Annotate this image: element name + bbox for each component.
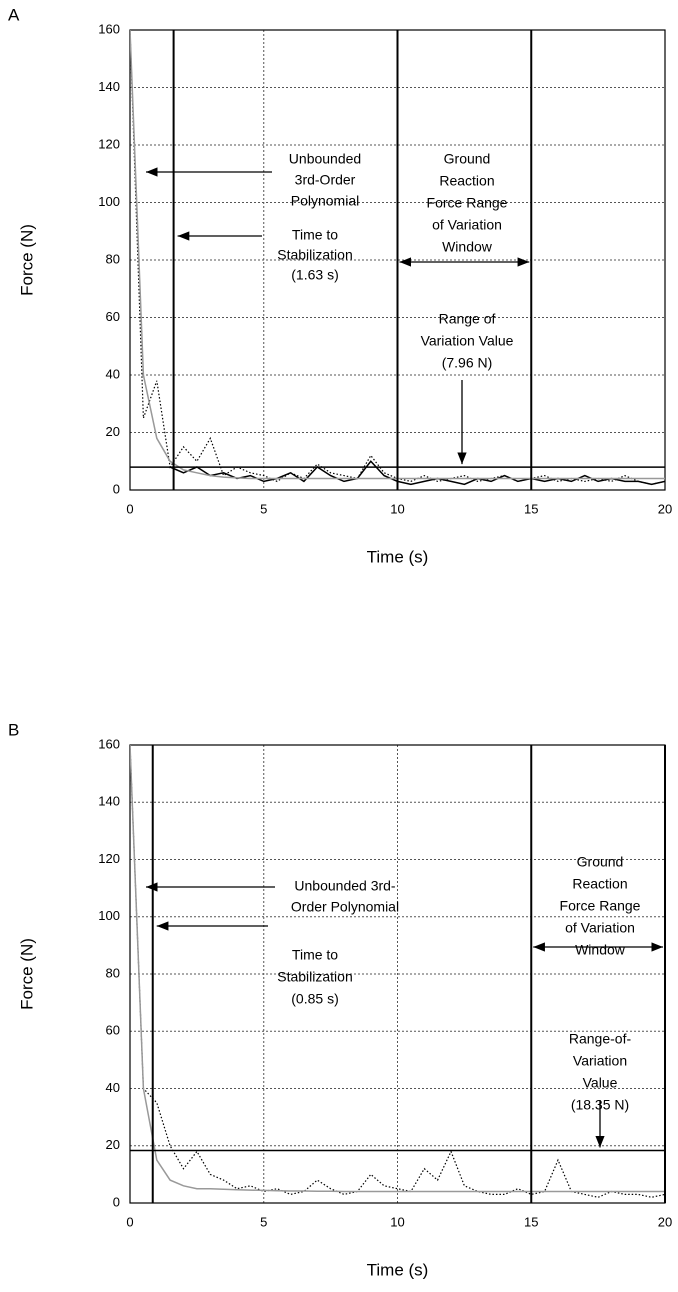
annotation-text: Force Range (560, 898, 641, 914)
y-tick-label: 160 (98, 21, 120, 36)
y-tick-label: 20 (106, 1137, 120, 1152)
annotation-text: Time to (292, 947, 338, 963)
y-tick-label: 100 (98, 908, 120, 923)
x-tick-label: 5 (260, 501, 267, 516)
annotation-text: Reaction (439, 173, 494, 189)
annotation-text: Force Range (427, 195, 508, 211)
y-tick-label: 0 (113, 1194, 120, 1209)
y-tick-label: 140 (98, 794, 120, 809)
y-tick-label: 120 (98, 851, 120, 866)
annotation-text: Unbounded (289, 151, 361, 167)
panel: A 0 20 40 60 80 100 120 140 160 0 5 10 15 20 Time (s) Fo… (8, 5, 672, 566)
y-tick-label: 40 (106, 1080, 120, 1095)
x-tick-label: 0 (126, 1214, 133, 1229)
annotation-text: Stabilization (277, 247, 353, 263)
y-tick-label: 60 (106, 309, 120, 324)
x-tick-label: 15 (524, 1214, 538, 1229)
annotation-text: Ground (577, 854, 624, 870)
annotation-text: Unbounded 3rd- (294, 878, 396, 894)
annotation-text: (0.85 s) (291, 991, 338, 1007)
y-tick-label: 80 (106, 965, 120, 980)
y-tick-label: 80 (106, 251, 120, 266)
annotation-text: Ground (444, 151, 491, 167)
panel: B 0 20 40 60 80 100 120 140 160 0 5 10 15 20 Time (s) Fo… (8, 720, 672, 1279)
x-tick-label: 10 (390, 1214, 404, 1229)
annotation-text: of Variation (432, 217, 502, 233)
annotation-text: of Variation (565, 920, 635, 936)
y-axis-label: Force (N) (17, 938, 36, 1010)
y-tick-label: 100 (98, 194, 120, 209)
annotation-text: Variation Value (421, 333, 514, 349)
x-tick-label: 20 (658, 501, 672, 516)
x-axis-label: Time (s) (367, 547, 429, 566)
annotation-text: Stabilization (277, 969, 353, 985)
annotation-text: Order Polynomial (291, 899, 399, 915)
y-tick-label: 160 (98, 736, 120, 751)
x-tick-label: 15 (524, 501, 538, 516)
annotation-text: Value (583, 1075, 618, 1091)
annotation-text: 3rd-Order (295, 172, 356, 188)
y-tick-label: 60 (106, 1023, 120, 1038)
panel-label: A (8, 5, 20, 24)
annotation-text: (1.63 s) (291, 267, 338, 283)
panel-label: B (8, 720, 19, 739)
x-tick-label: 20 (658, 1214, 672, 1229)
y-axis-label: Force (N) (17, 224, 36, 296)
series-line (169, 460, 665, 486)
annotation-text: Range-of- (569, 1031, 632, 1047)
y-tick-label: 0 (113, 481, 120, 496)
annotation-text: Reaction (572, 876, 627, 892)
annotation-text: Variation (573, 1053, 627, 1069)
x-tick-label: 10 (390, 501, 404, 516)
y-tick-label: 20 (106, 424, 120, 439)
x-tick-label: 5 (260, 1214, 267, 1229)
annotation-text: (7.96 N) (442, 355, 493, 371)
annotation-text: Time to (292, 227, 338, 243)
annotation-text: Range of (439, 311, 496, 327)
annotation-text: Polynomial (291, 193, 359, 209)
annotation-text: Window (442, 239, 493, 255)
y-tick-label: 40 (106, 366, 120, 381)
series-line (130, 745, 665, 1193)
x-tick-label: 0 (126, 501, 133, 516)
x-axis-label: Time (s) (367, 1260, 429, 1279)
y-tick-label: 120 (98, 136, 120, 151)
y-tick-label: 140 (98, 79, 120, 94)
annotation-text: Window (575, 942, 626, 958)
